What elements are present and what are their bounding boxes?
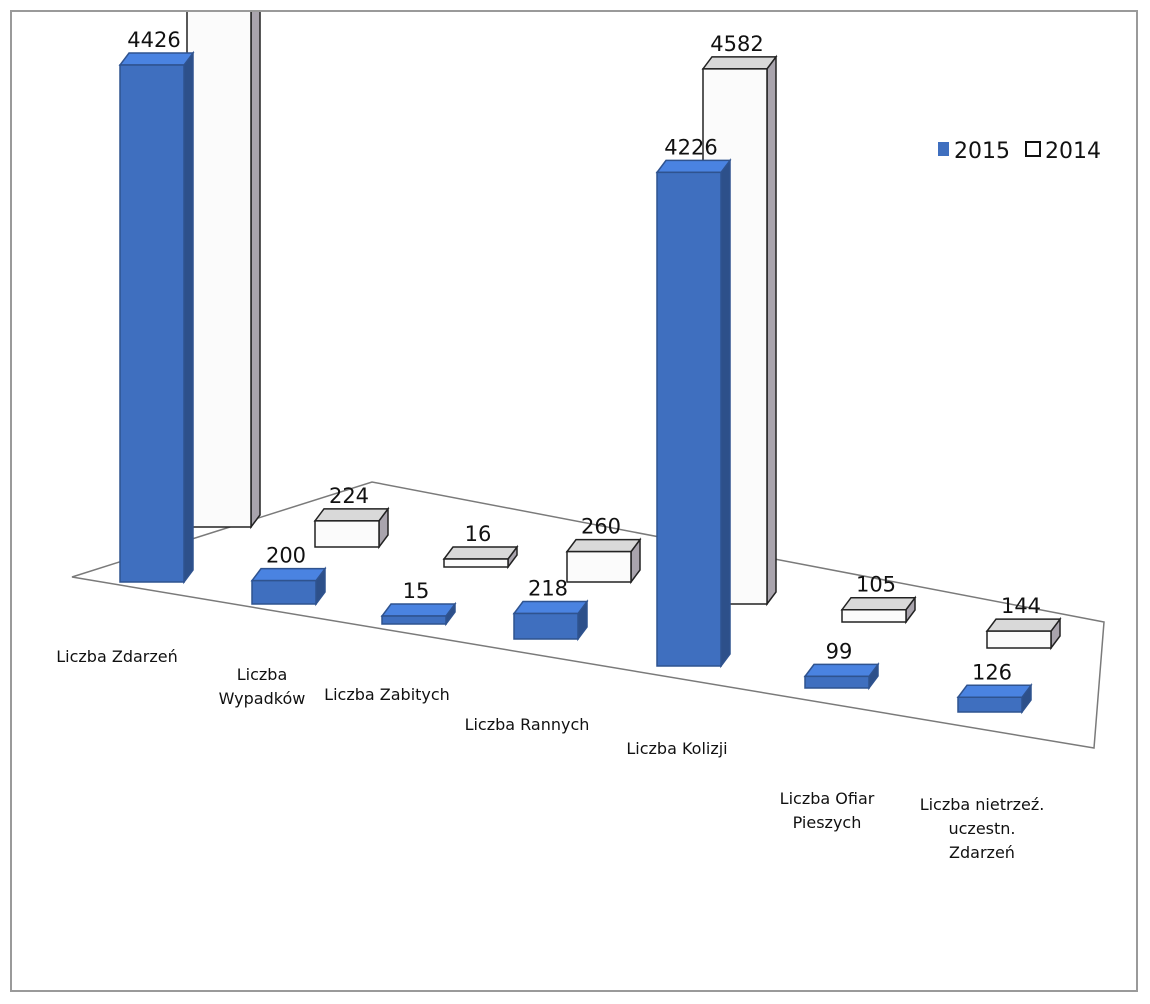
bar-2015-0 [118, 50, 195, 585]
legend-label-2014: 2014 [1045, 139, 1101, 164]
category-labels: Liczba Zdarzeń Liczba Wypadków Liczba Zabit… [56, 647, 1044, 862]
bar-side [720, 158, 731, 669]
bar-front [186, 12, 252, 528]
category-label-line: Pieszych [793, 813, 862, 832]
bar-front [804, 675, 870, 689]
category-label-line: uczestn. [948, 819, 1015, 838]
bar-front [513, 612, 579, 640]
category-label-line: Liczba Zabitych [324, 685, 450, 704]
category-label-1: Liczba Wypadków [219, 665, 306, 708]
chart-frame: 4806442622420016152602184582422610599144… [10, 10, 1138, 992]
value-label-2014-4: 4582 [710, 32, 763, 56]
category-label-6: Liczba nietrzeź. uczestn. Zdarzeń [920, 795, 1045, 862]
category-label-5: Liczba Ofiar Pieszych [780, 789, 875, 832]
value-label-2015-5: 99 [826, 639, 853, 663]
bar-top [985, 618, 1062, 632]
bar-2015-3 [512, 599, 589, 642]
category-label-3: Liczba Rannych [465, 715, 590, 734]
bar-front [841, 608, 907, 623]
category-label-line: Zdarzeń [949, 843, 1015, 862]
category-label-line: Liczba Kolizji [626, 739, 727, 758]
legend-swatch-2015 [938, 142, 949, 156]
legend-swatch-2014 [1025, 141, 1041, 157]
bar-2014-3 [565, 537, 642, 585]
category-label-0: Liczba Zdarzeń [56, 647, 177, 666]
bar-side [766, 54, 777, 607]
bar-front [314, 520, 380, 548]
bar-top [956, 684, 1033, 699]
category-label-line: Liczba Rannych [465, 715, 590, 734]
bar-side [183, 50, 194, 585]
bar-2015-6 [956, 683, 1033, 715]
bar-front [443, 558, 509, 568]
bar-top [565, 538, 642, 553]
bar-top [313, 508, 390, 522]
bar-front [381, 615, 447, 625]
bar-top [118, 52, 195, 66]
bar-top [655, 159, 732, 174]
bar-top [803, 663, 880, 678]
bar-top [250, 567, 327, 582]
legend: 2015 2014 [938, 139, 1101, 164]
value-label-2014-1: 224 [329, 484, 369, 508]
category-label-line: Wypadków [219, 689, 306, 708]
bar-front [986, 630, 1052, 649]
bar-top [512, 600, 589, 615]
bar-2014-0 [186, 12, 261, 530]
bar-2015-2 [380, 601, 457, 627]
category-label-4: Liczba Kolizji [626, 739, 727, 758]
category-label-line: Liczba Zdarzeń [56, 647, 177, 666]
bar-front [656, 171, 722, 667]
bar-2015-5 [803, 662, 880, 691]
bar-top [380, 603, 457, 617]
category-label-line: Liczba Ofiar [780, 789, 875, 808]
legend-label-2015: 2015 [954, 139, 1010, 164]
value-label-2015-2: 15 [403, 579, 430, 603]
value-label-2014-3: 260 [581, 515, 621, 539]
value-label-2015-4: 4226 [664, 135, 717, 159]
bars-layer: 4806442622420016152602184582422610599144… [118, 12, 1062, 715]
bar-front [119, 64, 185, 583]
bar-2014-2 [442, 544, 519, 570]
bar-front [957, 696, 1023, 713]
category-label-line: Liczba nietrzeź. [920, 795, 1045, 814]
bar-2015-4 [655, 158, 732, 669]
value-label-2015-0: 4426 [127, 28, 180, 52]
bar-front [251, 579, 317, 605]
category-label-2: Liczba Zabitych [324, 685, 450, 704]
bar-2014-6 [985, 616, 1062, 651]
bar-2014-1 [313, 506, 390, 550]
bar-side [250, 12, 261, 530]
bar-chart: 4806442622420016152602184582422610599144… [56, 12, 1105, 862]
value-label-2015-1: 200 [266, 544, 306, 568]
bar-top [840, 596, 917, 611]
bar-top [442, 546, 519, 560]
bar-top [701, 56, 778, 70]
value-label-2014-6: 144 [1001, 594, 1041, 618]
value-label-2014-5: 105 [856, 573, 896, 597]
bar-2015-1 [250, 566, 327, 607]
category-label-line: Liczba [237, 665, 288, 684]
value-label-2014-2: 16 [465, 522, 492, 546]
value-label-2015-6: 126 [972, 660, 1012, 684]
bar-2014-5 [840, 595, 917, 625]
bar-front [566, 550, 632, 583]
value-label-2015-3: 218 [528, 577, 568, 601]
